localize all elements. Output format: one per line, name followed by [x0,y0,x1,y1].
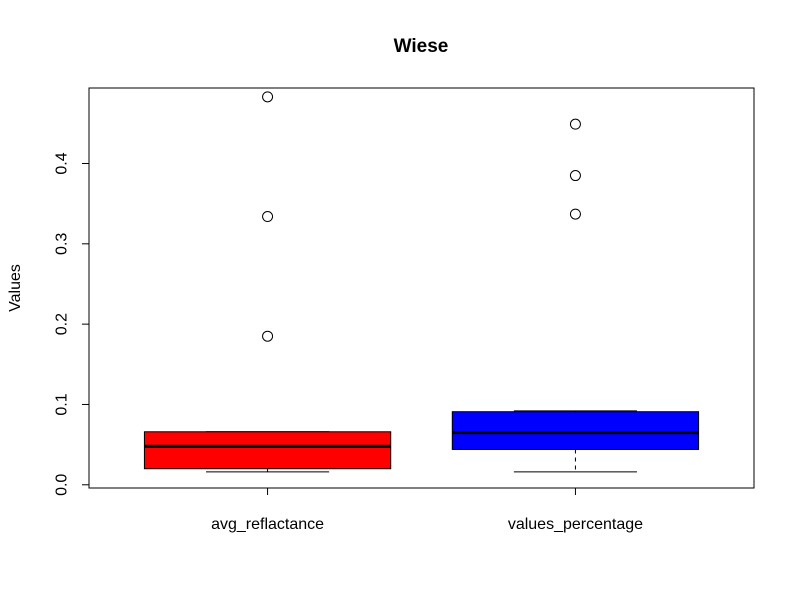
y-tick-label: 0.2 [54,313,71,335]
y-tick-label: 0.3 [54,233,71,255]
outlier-point [262,211,274,223]
box-avg_reflactance [143,91,392,473]
boxes-layer [143,91,700,473]
iqr-box [143,431,392,470]
x-axis: avg_reflactance values_percentage [211,488,643,533]
y-axis: 0.0 0.1 0.2 0.3 0.4 [54,152,90,496]
box-values_percentage [451,118,700,473]
y-tick-label: 0.4 [54,152,71,174]
x-tick-label: avg_reflactance [211,516,324,533]
outlier-point [569,208,581,220]
y-axis-label: Values [7,264,24,312]
chart-title: Wiese [394,36,449,57]
y-tick-label: 0.1 [54,393,71,415]
outlier-point [262,91,274,103]
x-tick-label: values_percentage [508,516,643,533]
outlier-point [569,118,581,130]
iqr-box [451,411,700,450]
outlier-point [262,330,274,342]
outlier-point [569,170,581,182]
y-tick-label: 0.0 [54,474,71,496]
